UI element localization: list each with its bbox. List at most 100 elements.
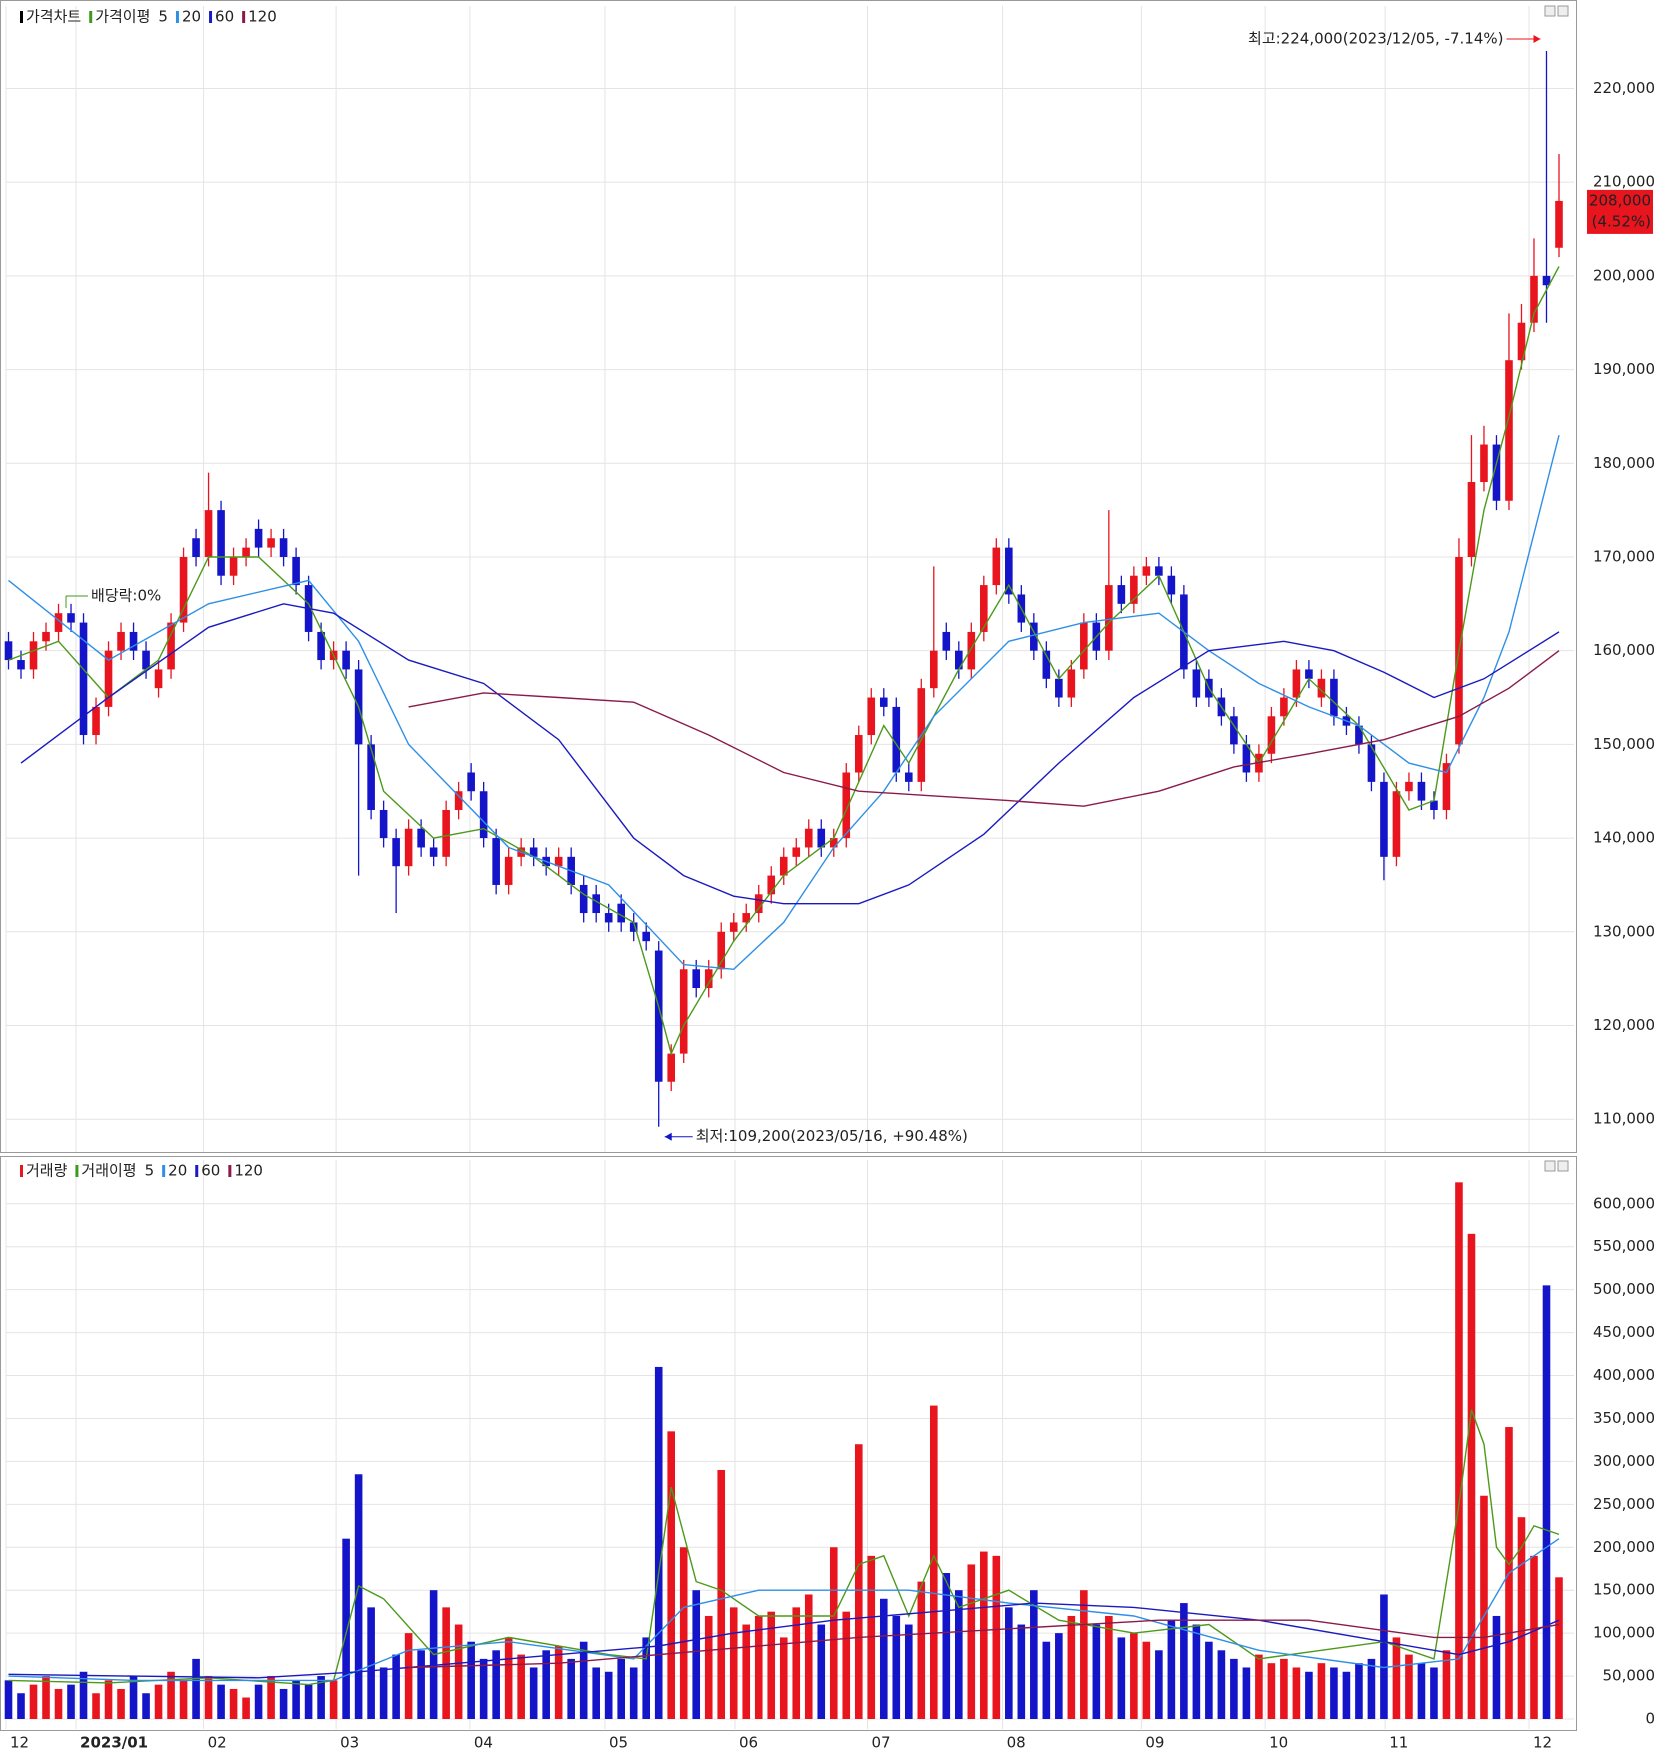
- candle-body: [104, 650, 113, 707]
- candle-body: [704, 969, 713, 989]
- x-tick-label: 04: [474, 1734, 493, 1752]
- candle-body: [1405, 781, 1413, 792]
- legend-label: 20: [182, 8, 201, 26]
- candle-body: [929, 650, 938, 689]
- volume-bar: [604, 1671, 613, 1719]
- candle-body: [604, 913, 613, 923]
- legend-label: 5: [158, 8, 168, 26]
- volume-bar: [329, 1680, 338, 1719]
- y-tick-label: 100,000: [1593, 1624, 1655, 1642]
- candle-body: [4, 641, 13, 661]
- volume-bar: [767, 1611, 776, 1719]
- high-annotation: 최고:224,000(2023/12/05, -7.14%): [1248, 29, 1503, 47]
- volume-bar: [29, 1684, 38, 1719]
- legend-marker: [209, 11, 213, 23]
- candle-body: [817, 828, 826, 848]
- candle-body: [1067, 669, 1076, 698]
- candle-body: [242, 547, 250, 557]
- y-tick-label: 500,000: [1593, 1280, 1655, 1298]
- volume-bar: [842, 1611, 851, 1719]
- candle-body: [292, 556, 300, 586]
- volume-bar: [804, 1594, 813, 1719]
- moving-average-line: [20, 603, 1560, 905]
- y-tick-label: 140,000: [1593, 829, 1655, 847]
- volume-bar: [292, 1680, 300, 1719]
- y-tick-label: 0: [1645, 1709, 1655, 1727]
- y-tick-label: 180,000: [1593, 454, 1655, 472]
- window-buttons[interactable]: [1544, 5, 1569, 1172]
- x-tick-label: 09: [1145, 1734, 1164, 1752]
- y-tick-label: 400,000: [1593, 1366, 1655, 1384]
- volume-bar: [1092, 1624, 1101, 1719]
- candle-body: [1317, 678, 1326, 698]
- candle-body: [1330, 678, 1338, 717]
- volume-bar: [1255, 1654, 1263, 1719]
- volume-bar: [717, 1469, 726, 1719]
- candle-body: [1280, 697, 1288, 717]
- candle-body: [829, 838, 838, 848]
- volume-bar: [1230, 1658, 1238, 1719]
- volume-bar: [354, 1474, 363, 1719]
- candle-body: [54, 613, 63, 632]
- volume-bar: [67, 1684, 75, 1719]
- candle-body: [217, 510, 225, 576]
- close-button[interactable]: [1557, 1160, 1569, 1172]
- candle-body: [1105, 585, 1113, 651]
- candle-body: [479, 791, 488, 839]
- volume-bar: [529, 1667, 538, 1719]
- volume-bar: [167, 1671, 175, 1719]
- volume-bar: [1030, 1590, 1038, 1719]
- candle-body: [179, 556, 188, 623]
- volume-bar: [1442, 1650, 1451, 1719]
- volume-bar: [442, 1607, 450, 1719]
- volume-bar: [617, 1658, 625, 1719]
- volume-bar: [267, 1676, 275, 1719]
- minimize-button[interactable]: [1544, 1160, 1556, 1172]
- last-price-box: [1587, 189, 1653, 234]
- y-tick-label: 50,000: [1603, 1667, 1656, 1685]
- y-tick-label: 450,000: [1593, 1323, 1655, 1341]
- volume-bar: [692, 1590, 701, 1719]
- volume-bar: [392, 1654, 400, 1719]
- volume-bar: [829, 1547, 838, 1719]
- candle-body: [592, 894, 600, 914]
- last-price-change: (4.52%): [1592, 212, 1651, 230]
- volume-bar: [579, 1641, 588, 1719]
- candle-body: [804, 828, 813, 848]
- minimize-button[interactable]: [1544, 5, 1556, 17]
- volume-bar: [279, 1688, 288, 1719]
- candle-body: [842, 772, 851, 839]
- volume-bar: [504, 1637, 513, 1719]
- x-tick-label: 2023/01: [80, 1734, 148, 1752]
- candle-body: [742, 913, 751, 923]
- candle-body: [1155, 566, 1163, 576]
- candle-body: [342, 650, 350, 670]
- plot-area: [4, 1160, 1574, 1729]
- close-button[interactable]: [1557, 5, 1569, 17]
- volume-bar: [917, 1581, 926, 1719]
- volume-bar: [1342, 1671, 1351, 1719]
- candle-body: [642, 931, 651, 942]
- volume-bar: [204, 1676, 213, 1719]
- candle-body: [17, 660, 25, 670]
- legend-label: 거래이평: [81, 1162, 136, 1180]
- annotation-arrowhead: [664, 1132, 672, 1141]
- candle-body: [1005, 547, 1013, 595]
- volume-bar: [1055, 1633, 1063, 1719]
- volume-bar: [492, 1650, 500, 1719]
- candle-body: [492, 838, 500, 885]
- volume-bar: [904, 1624, 913, 1719]
- volume-bar: [129, 1676, 138, 1719]
- moving-average-line: [8, 1538, 1560, 1682]
- candle-body: [1530, 275, 1538, 323]
- volume-bar: [629, 1667, 638, 1719]
- volume-bar: [1167, 1620, 1176, 1719]
- x-tick-label: 12: [1533, 1734, 1552, 1752]
- legend-marker: [162, 1165, 166, 1177]
- volume-bar: [4, 1680, 13, 1719]
- volume-bar: [192, 1658, 200, 1719]
- y-tick-label: 210,000: [1593, 173, 1655, 191]
- y-tick-label: 150,000: [1593, 735, 1655, 753]
- y-tick-label: 220,000: [1593, 79, 1655, 97]
- volume-bar: [1355, 1663, 1363, 1719]
